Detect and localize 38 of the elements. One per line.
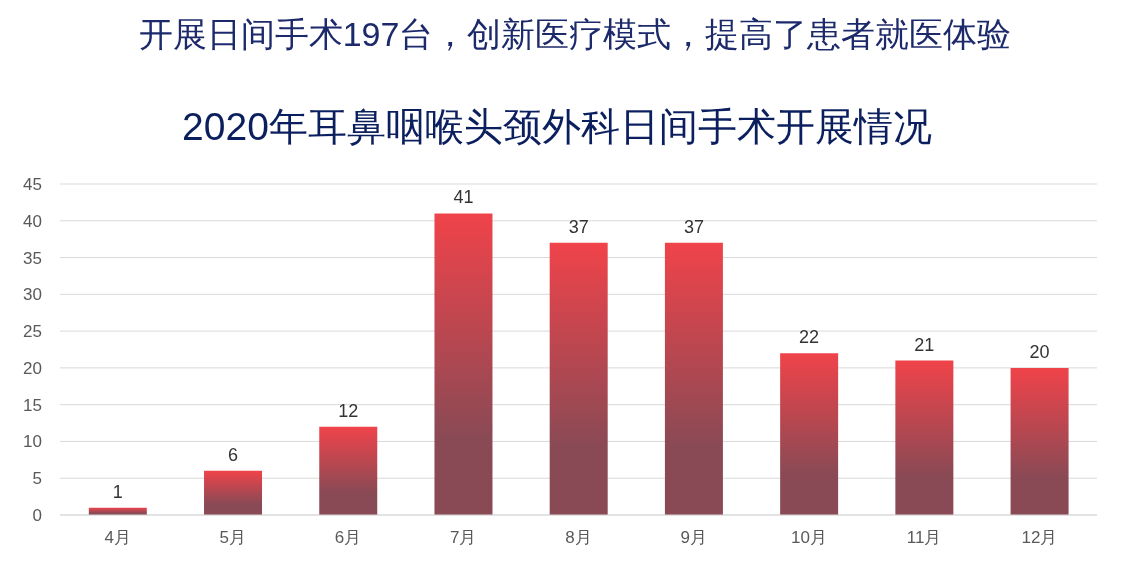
bar xyxy=(549,242,608,515)
bar xyxy=(664,242,723,515)
data-label: 22 xyxy=(799,327,820,348)
x-tick-label: 6月 xyxy=(334,528,362,548)
y-tick-label: 10 xyxy=(23,432,42,452)
x-tick-label: 7月 xyxy=(450,528,477,548)
y-tick-label: 40 xyxy=(23,211,42,231)
bar xyxy=(1010,367,1069,515)
x-tick-label: 10月 xyxy=(790,528,827,548)
y-tick-label: 45 xyxy=(23,175,42,195)
x-tick-label: 9月 xyxy=(680,528,707,548)
bar xyxy=(895,360,954,515)
y-tick-label: 20 xyxy=(23,358,42,378)
bar xyxy=(434,213,493,515)
y-tick-label: 30 xyxy=(23,285,42,305)
bar xyxy=(319,426,378,515)
y-tick-label: 25 xyxy=(23,322,42,342)
y-tick-label: 35 xyxy=(23,248,42,268)
data-label: 6 xyxy=(228,444,239,465)
x-tick-label: 12月 xyxy=(1021,528,1058,548)
x-tick-label: 4月 xyxy=(104,528,131,548)
data-label: 37 xyxy=(683,216,704,237)
data-label: 1 xyxy=(112,481,123,502)
chart-title: 开展日间手术197台，创新医疗模式，提高了患者就医体验 xyxy=(138,15,1012,53)
chart-subtitle: 2020年耳鼻咽喉头颈外科日间手术开展情况 xyxy=(182,105,932,148)
y-tick-label: 5 xyxy=(32,469,42,489)
data-label: 21 xyxy=(914,334,935,355)
data-label: 37 xyxy=(568,216,589,237)
bar xyxy=(780,353,839,515)
x-tick-label: 11月 xyxy=(906,528,942,548)
y-tick-label: 15 xyxy=(23,395,42,415)
x-tick-label: 8月 xyxy=(565,528,592,548)
data-label: 41 xyxy=(453,187,474,208)
y-tick-label: 0 xyxy=(32,506,42,526)
data-label: 12 xyxy=(338,400,359,421)
data-label: 20 xyxy=(1029,341,1050,362)
x-tick-label: 5月 xyxy=(219,528,247,548)
bar xyxy=(204,470,263,515)
